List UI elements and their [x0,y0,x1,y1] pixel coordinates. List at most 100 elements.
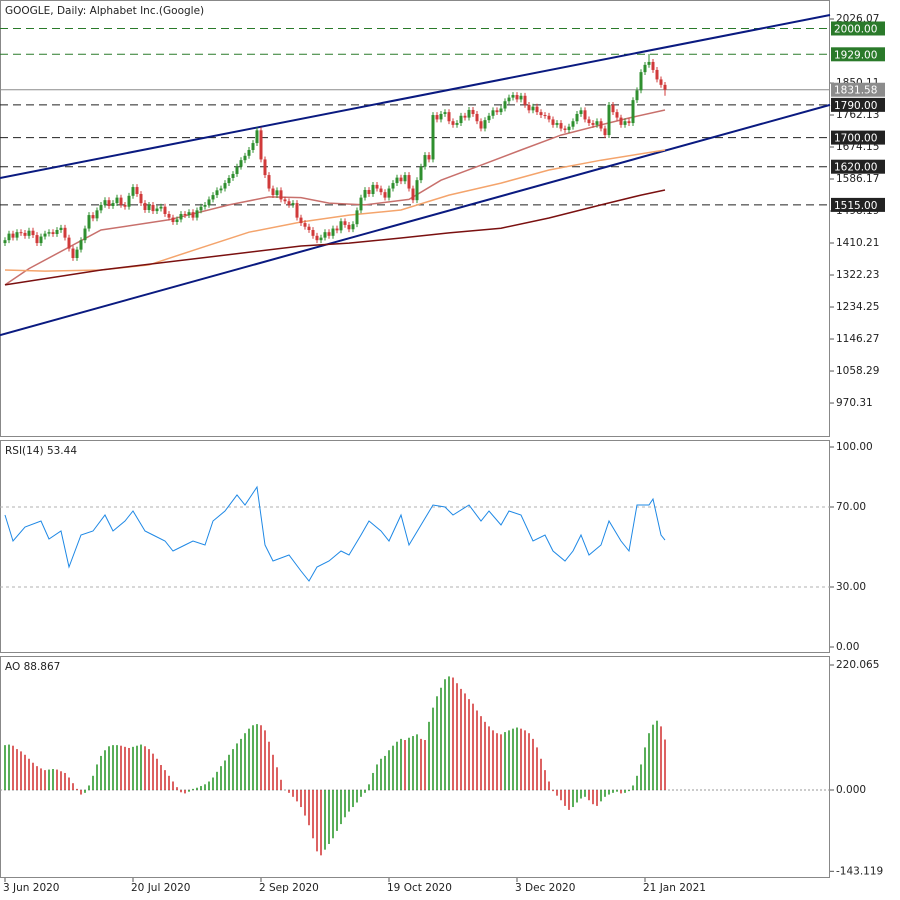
x-tick-label: 20 Jul 2020 [131,882,190,894]
level-label-box [831,47,885,62]
candle-body [247,149,251,156]
candle-body [615,112,619,118]
panel-border [0,656,830,878]
candle-body [303,223,307,227]
candle-body [391,183,395,189]
candle-body [415,180,419,201]
y-tick-label: 1322.23 [836,269,879,281]
candle-body [135,187,139,194]
candle-body [559,123,563,129]
candle-body [335,228,339,231]
candle-body [543,115,547,117]
level-label: 2000.00 [834,23,877,35]
candle-body [419,166,423,181]
candle-body [187,212,191,216]
level-label: 1790.00 [834,100,877,112]
candle-body [555,123,559,125]
candle-body [627,121,631,124]
y-tick-label: 100.00 [836,441,873,453]
candle-body [643,64,647,73]
candle-body [127,195,131,207]
candle-body [503,101,507,109]
level-label-box [831,159,885,174]
candle-body [211,195,215,200]
candle-body [639,72,643,91]
candle-body [291,203,295,205]
candle-body [551,119,555,125]
x-tick-label: 19 Oct 2020 [387,882,452,894]
candle-body [3,240,7,244]
candle-body [467,109,471,118]
candle-body [227,177,231,184]
candle-body [347,224,351,230]
candle-body [407,175,411,189]
candle-body [563,128,567,130]
level-label: 1929.00 [834,49,877,61]
panel-title: AO 88.867 [5,661,60,673]
panel-border [0,0,830,437]
panel-title: GOOGLE, Daily: Alphabet Inc.(Google) [5,5,204,17]
moving-average [4,189,666,286]
candle-body [231,173,235,178]
candle-body [147,204,151,210]
candle-body [207,199,211,205]
candle-body [15,232,19,238]
candle-body [375,184,379,189]
candle-body [483,120,487,129]
candle-body [271,188,275,196]
candle-body [31,230,35,236]
candle-body [51,232,55,234]
level-label: 1620.00 [834,162,877,174]
candle-body [323,232,327,238]
candle-body [47,232,51,234]
candle-body [331,228,335,236]
candle-body [519,95,523,100]
last-price-box [831,82,885,97]
candle-body [11,233,15,238]
candle-body [75,249,79,259]
candle-body [63,227,67,238]
candle-body [499,108,503,113]
level-label-box [831,197,885,212]
candle-body [399,177,403,182]
y-tick-label: 1146.27 [836,333,879,345]
y-tick-label: 30.00 [836,581,866,593]
candle-body [223,183,227,189]
candle-body [143,203,147,210]
y-tick-label: 970.31 [836,397,873,409]
candle-body [311,229,315,236]
candle-body [575,113,579,122]
candle-body [475,113,479,122]
candle-body [255,130,259,144]
candle-body [531,106,535,111]
candle-body [203,204,207,207]
candle-body [19,232,23,234]
candle-body [383,192,387,198]
candle-body [307,226,311,230]
panel-title: RSI(14) 53.44 [5,445,77,457]
trendline [0,14,831,179]
candle-body [435,115,439,120]
candle-body [363,189,367,198]
candle-body [423,155,427,167]
candle-body [591,123,595,125]
candle-body [131,187,135,196]
candle-body [387,188,391,198]
candle-body [343,221,347,225]
candle-body [191,212,195,218]
candle-body [251,143,255,150]
candle-body [295,203,299,218]
candle-body [447,112,451,122]
candle-body [179,213,183,220]
candle-body [443,112,447,114]
candle-body [403,175,407,182]
candle-body [219,188,223,191]
x-tick-label: 21 Jan 2021 [643,882,706,894]
candle-body [439,113,443,120]
level-label: 1515.00 [834,200,877,212]
candle-body [631,100,635,124]
candle-body [199,206,203,211]
candle-body [367,189,371,194]
candle-body [411,188,415,201]
